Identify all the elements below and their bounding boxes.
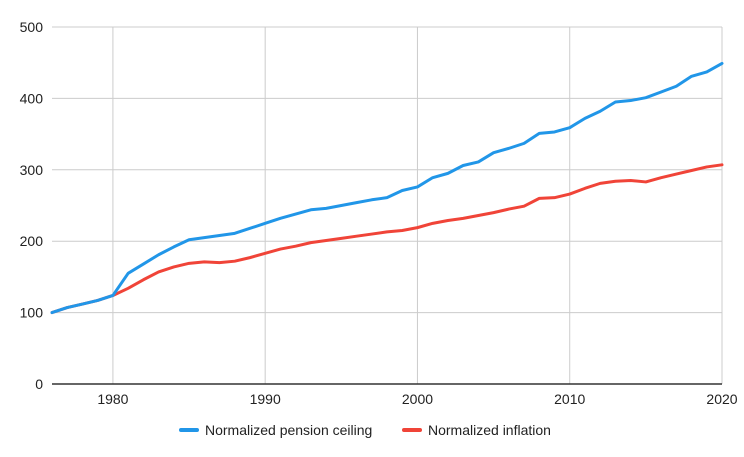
legend-label: Normalized pension ceiling xyxy=(205,422,372,438)
series-line-normalized-inflation xyxy=(50,163,724,315)
x-tick-label: 2010 xyxy=(554,391,585,407)
grid-lines xyxy=(52,26,723,384)
y-tick-label: 200 xyxy=(20,233,44,249)
y-tick-label: 500 xyxy=(20,19,44,35)
x-tick-label: 1980 xyxy=(97,391,128,407)
y-tick-label: 100 xyxy=(20,305,44,321)
x-axis-ticks: 1980 1990 2000 2010 2020 xyxy=(97,391,737,407)
series-lines xyxy=(50,61,724,315)
y-tick-label: 0 xyxy=(35,376,43,392)
legend-label: Normalized inflation xyxy=(428,422,551,438)
y-tick-label: 400 xyxy=(20,90,44,106)
x-tick-label: 1990 xyxy=(250,391,281,407)
y-axis-ticks: 0 100 200 300 400 500 xyxy=(20,19,44,392)
series-line-normalized-pension-ceiling xyxy=(50,61,724,315)
x-tick-label: 2000 xyxy=(402,391,433,407)
x-tick-label: 2020 xyxy=(706,391,737,407)
y-tick-label: 300 xyxy=(20,162,44,178)
legend: Normalized pension ceiling Normalized inf… xyxy=(179,422,551,438)
